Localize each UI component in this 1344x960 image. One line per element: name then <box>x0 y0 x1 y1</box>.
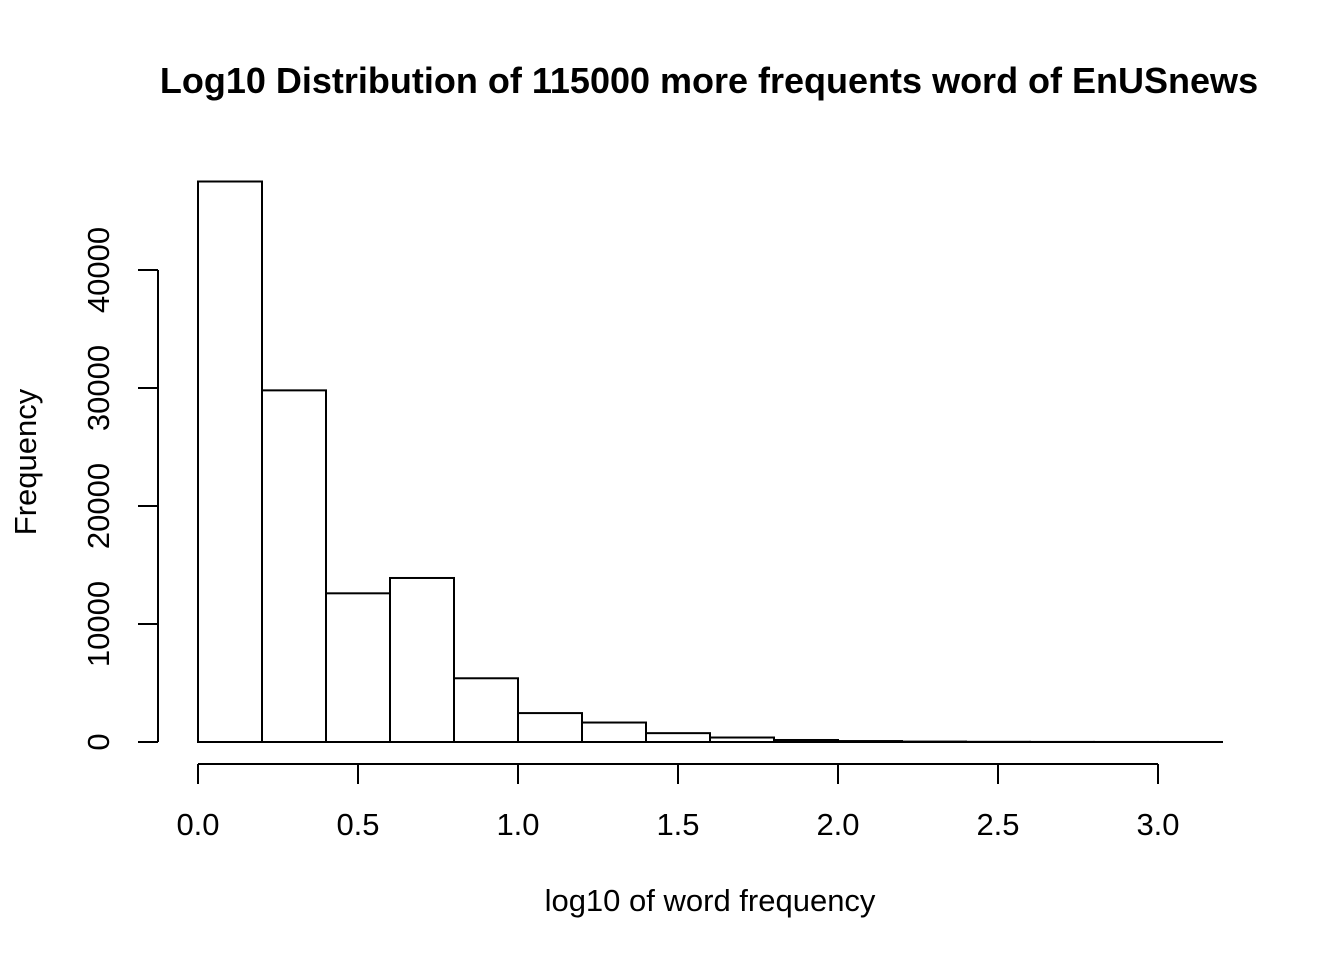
x-axis: 0.0 0.5 1.0 1.5 2.0 2.5 3.0 <box>176 763 1180 842</box>
histogram-bar-6 <box>581 721 647 744</box>
histogram-bar-7 <box>645 732 711 744</box>
x-tick-label-5: 2.5 <box>976 807 1019 842</box>
x-tick-label-6: 3.0 <box>1136 807 1179 842</box>
x-tick-label-2: 1.0 <box>496 807 539 842</box>
y-tick-label-4: 40000 <box>81 227 116 313</box>
histogram-bar-3 <box>389 576 455 743</box>
histogram-bar-0 <box>197 180 263 743</box>
y-tick-label-3: 30000 <box>81 345 116 431</box>
histogram-bar-4 <box>453 677 519 744</box>
x-tick-label-1: 0.5 <box>336 807 379 842</box>
histogram-bar-5 <box>517 712 583 744</box>
histogram-bar-2 <box>325 592 391 743</box>
histogram-bar-1 <box>261 389 327 743</box>
histogram-bars <box>197 180 1223 744</box>
y-axis-label: Frequency <box>8 388 43 535</box>
y-axis: 0 10000 20000 30000 40000 <box>81 227 159 751</box>
chart-title: Log10 Distribution of 115000 more freque… <box>160 60 1258 101</box>
x-axis-label: log10 of word frequency <box>545 883 876 918</box>
y-tick-label-1: 10000 <box>81 581 116 667</box>
y-tick-label-2: 20000 <box>81 463 116 549</box>
x-tick-label-0: 0.0 <box>176 807 219 842</box>
x-tick-label-4: 2.0 <box>816 807 859 842</box>
y-tick-label-0: 0 <box>81 733 116 750</box>
x-tick-label-3: 1.5 <box>656 807 699 842</box>
